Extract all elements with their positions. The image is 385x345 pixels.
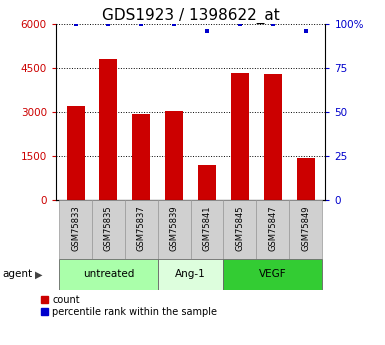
Point [303, 28, 309, 34]
Point [237, 21, 243, 27]
Text: GSM75833: GSM75833 [71, 205, 80, 251]
Text: agent: agent [2, 269, 32, 279]
Text: untreated: untreated [83, 269, 134, 279]
Text: VEGF: VEGF [259, 269, 286, 279]
Bar [158, 259, 223, 290]
Text: ▶: ▶ [35, 269, 43, 279]
Point [138, 21, 144, 27]
Text: GSM75849: GSM75849 [301, 206, 310, 251]
Bar [264, 74, 282, 200]
Text: GSM75847: GSM75847 [268, 205, 277, 251]
Bar [99, 59, 117, 200]
Bar [59, 200, 92, 259]
Text: Ang-1: Ang-1 [175, 269, 206, 279]
Text: GSM75835: GSM75835 [104, 205, 113, 251]
Bar [223, 259, 322, 290]
Bar [191, 200, 223, 259]
Legend: count, percentile rank within the sample: count, percentile rank within the sample [42, 295, 217, 317]
Text: GSM75839: GSM75839 [170, 205, 179, 251]
Bar [289, 200, 322, 259]
Bar [92, 200, 125, 259]
Point [72, 21, 79, 27]
Point [270, 21, 276, 27]
Text: GSM75837: GSM75837 [137, 205, 146, 251]
Text: GSM75845: GSM75845 [235, 206, 244, 251]
Point [105, 21, 112, 27]
Bar [296, 158, 315, 200]
Bar [165, 111, 183, 200]
Bar [231, 72, 249, 200]
Bar [158, 200, 191, 259]
Text: GSM75841: GSM75841 [203, 206, 211, 251]
Bar [59, 259, 158, 290]
Point [171, 21, 177, 27]
Bar [132, 114, 150, 200]
Bar [125, 200, 158, 259]
Point [204, 28, 210, 34]
Bar [67, 106, 85, 200]
Bar [198, 165, 216, 200]
Title: GDS1923 / 1398622_at: GDS1923 / 1398622_at [102, 8, 280, 24]
Bar [256, 200, 289, 259]
Bar [223, 200, 256, 259]
